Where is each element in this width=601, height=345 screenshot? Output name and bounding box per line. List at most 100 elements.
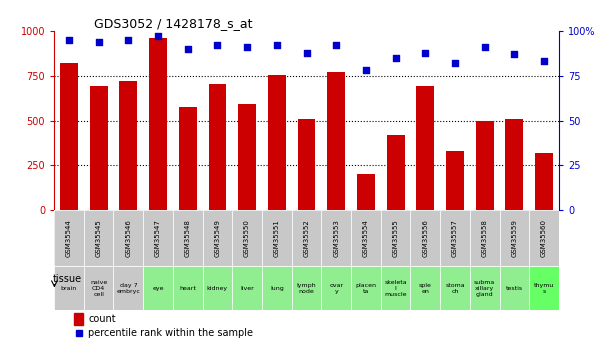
Bar [173,266,203,310]
Point [480,45,489,50]
Bar [357,174,375,210]
Bar [114,266,143,310]
Bar [470,210,499,266]
Text: testis: testis [506,286,523,291]
Bar [238,105,256,210]
Bar [209,84,227,210]
Bar [535,153,553,210]
Bar [470,266,499,310]
Text: day 7
embryc: day 7 embryc [117,283,140,294]
Bar [232,266,262,310]
Point [450,60,460,66]
Point [510,51,519,57]
Text: skeleta
l
muscle: skeleta l muscle [384,280,407,296]
Bar [203,210,232,266]
Text: lung: lung [270,286,284,291]
Point [421,50,430,55]
Bar [328,72,345,210]
Text: GSM35558: GSM35558 [481,219,487,257]
Text: naive
CD4
cell: naive CD4 cell [90,280,107,296]
Bar [173,210,203,266]
Text: GDS3052 / 1428178_s_at: GDS3052 / 1428178_s_at [94,17,253,30]
Bar [84,210,114,266]
Point [242,45,252,50]
Bar [446,151,464,210]
Bar [149,38,167,210]
Text: GSM35548: GSM35548 [185,219,191,257]
Bar [60,63,78,210]
Bar [440,210,470,266]
Bar [322,210,351,266]
Text: stoma
ch: stoma ch [445,283,465,294]
Point [361,68,371,73]
Point [153,34,163,39]
Point [302,50,311,55]
Text: GSM35551: GSM35551 [274,219,280,257]
Bar [268,75,285,210]
Text: brain: brain [61,286,77,291]
Point [183,46,192,52]
Text: GSM35545: GSM35545 [96,219,102,257]
Bar [381,266,410,310]
Text: count: count [88,314,116,324]
Text: GSM35553: GSM35553 [333,219,339,257]
Point [94,39,103,45]
Text: GSM35546: GSM35546 [126,219,132,257]
Bar [114,210,143,266]
Text: liver: liver [240,286,254,291]
Text: GSM35554: GSM35554 [363,219,369,257]
Bar [291,266,322,310]
Bar [322,266,351,310]
Bar [410,210,440,266]
Text: GSM35550: GSM35550 [244,219,250,257]
Text: GSM35559: GSM35559 [511,219,517,257]
Text: GSM35552: GSM35552 [304,219,310,257]
Bar [499,210,529,266]
Text: thymu
s: thymu s [534,283,554,294]
Bar [386,135,404,210]
Text: GSM35549: GSM35549 [215,219,221,257]
Text: GSM35556: GSM35556 [423,219,429,257]
Text: GSM35547: GSM35547 [155,219,161,257]
Bar [505,119,523,210]
Bar [179,107,197,210]
Bar [54,210,84,266]
Bar [262,210,291,266]
Bar [351,210,381,266]
Bar [291,210,322,266]
Point [124,37,133,43]
Text: subma
xillary
gland: subma xillary gland [474,280,495,296]
Text: sple
en: sple en [419,283,432,294]
Bar [499,266,529,310]
Bar [232,210,262,266]
Bar [410,266,440,310]
Bar [297,119,316,210]
Bar [262,266,291,310]
Bar [75,313,84,325]
Bar [351,266,381,310]
Text: ovar
y: ovar y [329,283,343,294]
Text: GSM35557: GSM35557 [452,219,458,257]
Text: placen
ta: placen ta [355,283,376,294]
Point [213,43,222,48]
Bar [476,121,493,210]
Text: heart: heart [179,286,196,291]
Bar [84,266,114,310]
Bar [143,266,173,310]
Text: tissue: tissue [53,274,82,284]
Text: percentile rank within the sample: percentile rank within the sample [88,328,254,338]
Point [64,37,74,43]
Bar [529,210,559,266]
Text: GSM35544: GSM35544 [66,219,72,257]
Point [331,43,341,48]
Point [391,55,400,61]
Text: GSM35560: GSM35560 [541,219,547,257]
Bar [120,81,137,210]
Bar [440,266,470,310]
Text: GSM35555: GSM35555 [392,219,398,257]
Bar [529,266,559,310]
Text: eye: eye [152,286,164,291]
Point [539,59,549,64]
Text: kidney: kidney [207,286,228,291]
Bar [143,210,173,266]
